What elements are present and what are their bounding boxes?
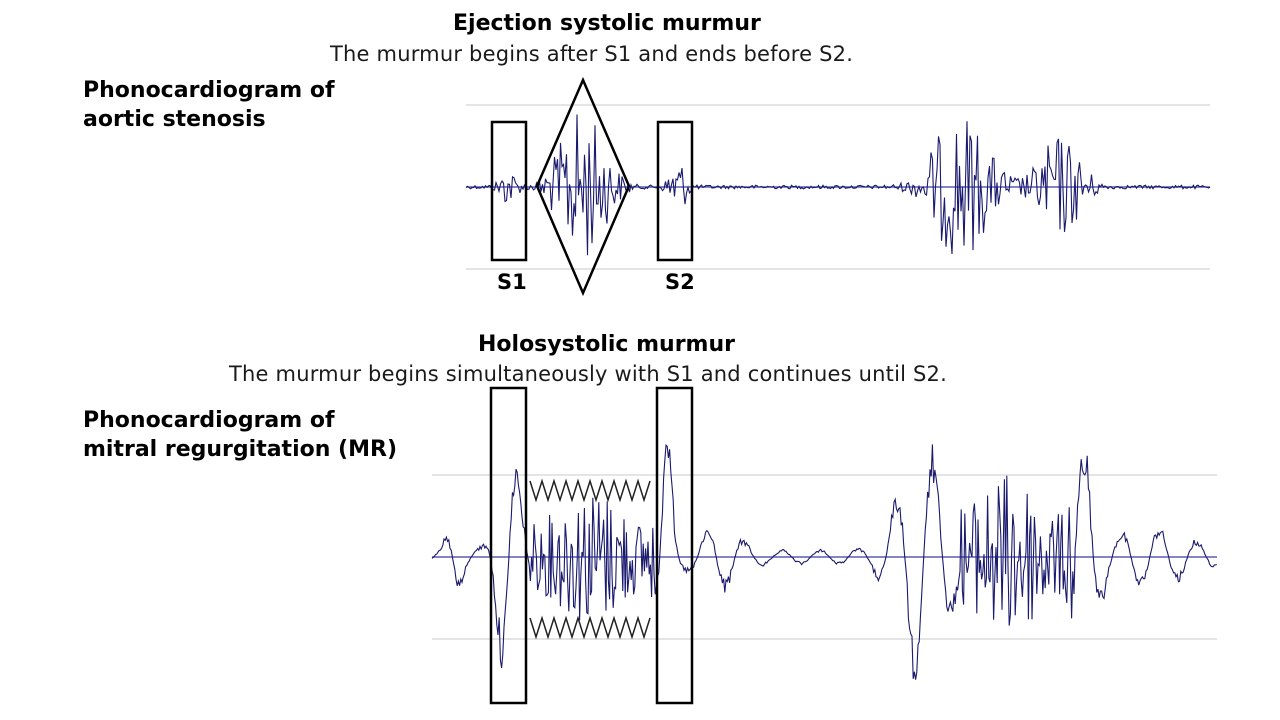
mr-plateau-envelope-top bbox=[529, 478, 651, 503]
mr-plateau-envelope-bottom bbox=[529, 615, 651, 640]
mr-murmur-description: The murmur begins simultaneously with S1… bbox=[229, 362, 947, 386]
as-murmur-title: Ejection systolic murmur bbox=[453, 11, 761, 36]
mr-murmur-title: Holosystolic murmur bbox=[478, 332, 735, 357]
mr-phonocardiogram bbox=[431, 386, 1217, 705]
mr-label-line2: mitral regurgitation (MR) bbox=[83, 437, 397, 462]
as-label-line1: Phonocardiogram of bbox=[83, 78, 335, 103]
as-diamond-murmur-shape bbox=[535, 76, 631, 297]
mr-s1-box bbox=[489, 386, 528, 705]
s2-label: S2 bbox=[665, 270, 695, 294]
s1-label: S1 bbox=[497, 270, 527, 294]
as-s1-box bbox=[490, 120, 528, 262]
mr-s2-box bbox=[655, 386, 694, 705]
as-s2-box bbox=[656, 120, 694, 262]
mr-waveform bbox=[431, 444, 1217, 680]
as-label-line2: aortic stenosis bbox=[83, 107, 266, 132]
as-murmur-description: The murmur begins after S1 and ends befo… bbox=[330, 42, 854, 66]
as-phonocardiogram bbox=[465, 76, 1211, 297]
mr-label-line1: Phonocardiogram of bbox=[83, 408, 335, 433]
as-waveform bbox=[465, 114, 1211, 256]
